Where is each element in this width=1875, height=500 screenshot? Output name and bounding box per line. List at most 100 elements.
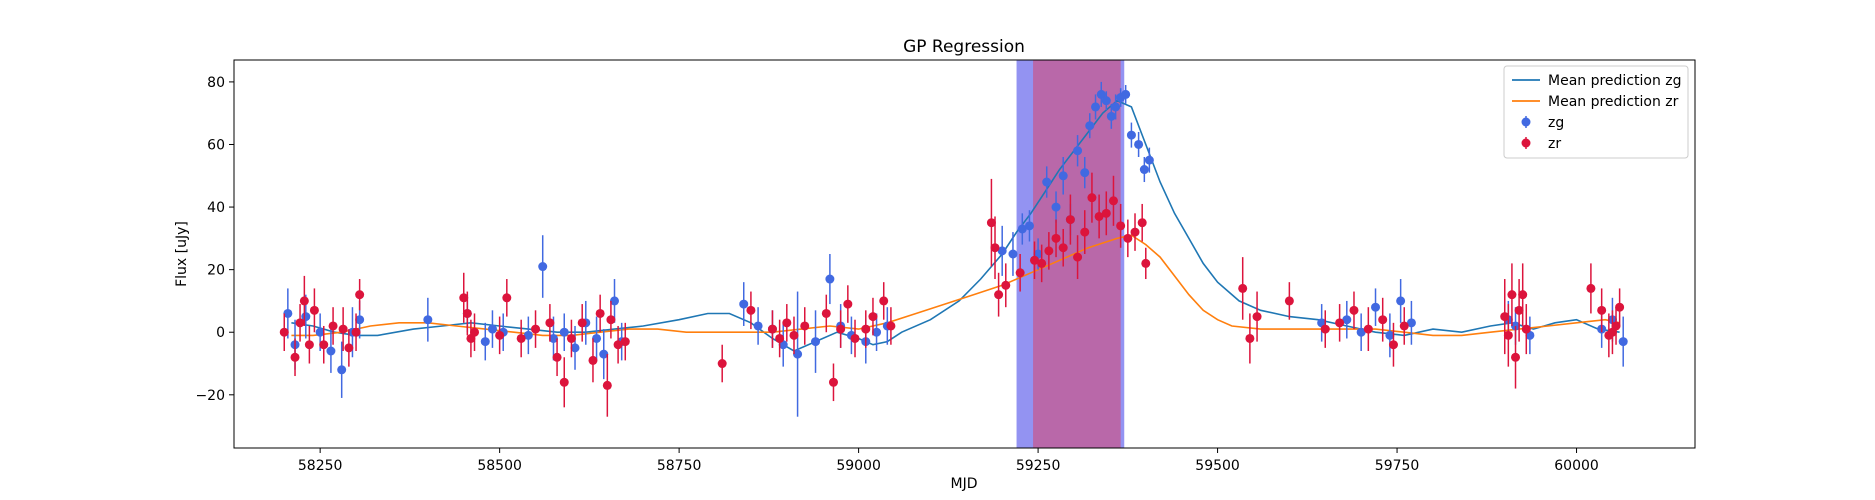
zr-marker (800, 321, 810, 331)
zg-marker (538, 262, 548, 272)
zr-point (606, 300, 616, 339)
zr-marker (1349, 305, 1359, 315)
zg-point (793, 291, 803, 417)
zr-point (1378, 297, 1388, 342)
zr-point (1029, 241, 1039, 280)
zr-point (351, 313, 361, 351)
zg-marker (1144, 155, 1154, 165)
zr-marker (789, 330, 799, 340)
zg-point (1618, 316, 1628, 367)
zg-point (1406, 300, 1416, 345)
zr-marker (1015, 268, 1025, 278)
zr-point (782, 304, 792, 342)
zr-point (328, 307, 338, 345)
zr-marker (620, 337, 630, 347)
zr-marker (1080, 227, 1090, 237)
zg-marker (1024, 221, 1034, 231)
zr-point (1015, 254, 1025, 292)
zr-marker (328, 321, 338, 331)
zg-marker (487, 324, 497, 334)
zr-point (1123, 219, 1133, 258)
zg-marker (523, 330, 533, 340)
x-tick-label: 60000 (1554, 458, 1599, 474)
zr-point (1001, 263, 1011, 308)
zr-marker (299, 296, 309, 306)
zr-marker (516, 333, 526, 343)
zr-marker (559, 377, 569, 387)
zr-point (304, 325, 314, 364)
zr-marker (1094, 211, 1104, 221)
zr-marker (1073, 252, 1083, 262)
zg-marker (872, 327, 882, 337)
zr-marker (1001, 280, 1011, 290)
zg-marker (1134, 139, 1144, 149)
zr-point (566, 319, 576, 358)
zr-point (1051, 219, 1061, 258)
zr-point (843, 285, 853, 323)
zr-marker (828, 377, 838, 387)
zr-marker (351, 327, 361, 337)
zg-marker (1096, 89, 1106, 99)
zr-marker (1137, 218, 1147, 228)
zr-point (531, 310, 541, 348)
zr-marker (606, 315, 616, 325)
zr-marker (1284, 296, 1294, 306)
zr-point (850, 319, 860, 358)
zr-marker (502, 293, 512, 303)
zr-marker (1065, 215, 1075, 225)
zr-marker (531, 324, 541, 334)
zr-point (1058, 228, 1068, 267)
zr-marker (1388, 340, 1398, 350)
zg-marker (793, 349, 803, 359)
zr-point (828, 363, 838, 402)
zg-marker (1073, 146, 1083, 156)
zr-marker (1252, 312, 1262, 322)
zr-marker (717, 359, 727, 369)
x-axis-label: MJD (951, 476, 978, 492)
zr-marker (1615, 302, 1625, 312)
zr-point (495, 316, 505, 355)
zr-point (836, 310, 846, 348)
mean-prediction-zg-line (291, 99, 1620, 352)
legend-swatch-zr (1521, 138, 1531, 148)
zr-point (299, 275, 309, 326)
zg-point (1058, 157, 1068, 195)
zr-marker (552, 352, 562, 362)
zg-marker (1126, 130, 1136, 140)
zg-marker (1371, 302, 1381, 312)
zr-point (290, 338, 300, 377)
zr-point (717, 344, 727, 383)
zr-point (1503, 304, 1513, 367)
zr-point (1518, 263, 1528, 326)
zr-point (1500, 279, 1510, 355)
zr-point (1073, 235, 1083, 280)
zg-marker (1111, 102, 1121, 112)
data-points (279, 81, 1628, 417)
zr-marker (1029, 255, 1039, 265)
zr-marker (775, 333, 785, 343)
zg-point (559, 313, 569, 351)
zg-marker (599, 349, 609, 359)
zg-marker (1342, 315, 1352, 325)
zr-point (879, 282, 889, 320)
x-tick-label: 59000 (836, 458, 881, 474)
zr-point (1087, 172, 1097, 223)
zr-marker (843, 299, 853, 309)
zg-point (538, 235, 548, 298)
zr-marker (1101, 208, 1111, 218)
zr-marker (1511, 352, 1521, 362)
zr-point (502, 279, 512, 317)
zg-marker (1139, 165, 1149, 175)
zr-marker (836, 324, 846, 334)
zr-marker (279, 327, 289, 337)
zr-point (767, 310, 777, 348)
zr-point (1037, 244, 1047, 283)
zg-point (1342, 300, 1352, 339)
y-axis-ticks: −20 0 20 40 60 80 (195, 75, 234, 404)
y-tick-label: 60 (207, 137, 225, 153)
zr-point (462, 291, 472, 336)
zr-marker (1058, 243, 1068, 253)
zr-marker (595, 308, 605, 318)
zg-point (753, 307, 763, 345)
